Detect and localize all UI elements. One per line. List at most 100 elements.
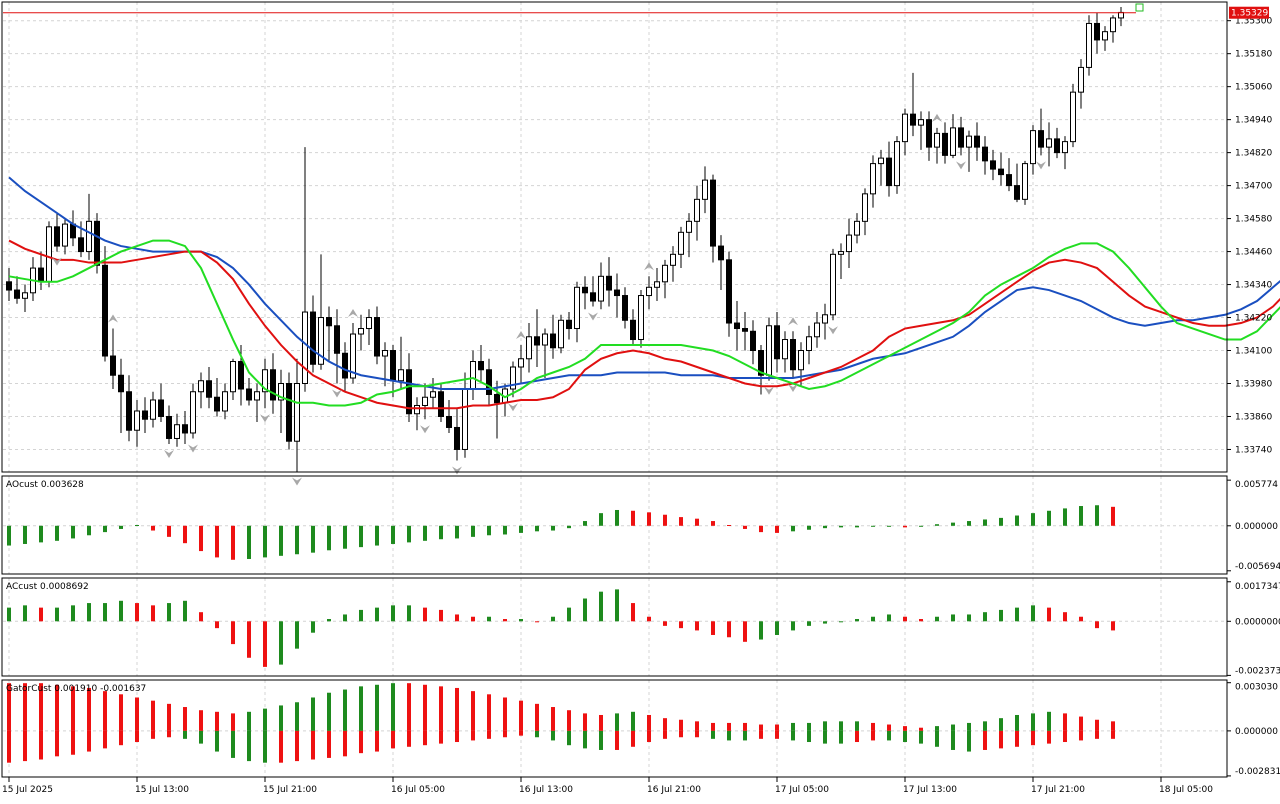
gator-upper-bar [839, 721, 843, 731]
candle-body [126, 391, 132, 431]
candle-body [710, 179, 716, 247]
candle-body [886, 157, 892, 187]
histogram-bar [551, 525, 555, 531]
gator-upper-bar [455, 687, 459, 731]
histogram-bar [951, 522, 955, 526]
candle-body [542, 333, 548, 346]
candle-body [374, 317, 380, 357]
histogram-bar [535, 525, 539, 532]
last-bar-marker [1135, 3, 1144, 12]
gator-upper-bar [391, 683, 395, 731]
gator-upper-bar [167, 703, 171, 731]
candle-body [254, 391, 260, 401]
gator-lower-bar [983, 730, 987, 750]
candle-body [630, 319, 636, 341]
fractal-down-marker [956, 161, 966, 170]
gator-upper-bar [599, 714, 603, 731]
histogram-bar [711, 621, 715, 635]
candle-body [14, 289, 20, 299]
histogram-bar [487, 525, 491, 536]
candle-body [6, 281, 12, 291]
fractal-up-marker [348, 309, 358, 318]
candle-body [766, 325, 772, 376]
gator-upper-bar [775, 724, 779, 731]
gator-upper-bar [695, 721, 699, 731]
candle-body [726, 259, 732, 324]
candle-body [1014, 185, 1020, 200]
histogram-bar [727, 621, 731, 638]
histogram-bar [839, 525, 843, 528]
histogram-bar [1111, 506, 1115, 526]
gator-lower-bar [487, 730, 491, 739]
ac-pane[interactable] [7, 589, 1115, 667]
candle-body [262, 369, 268, 393]
histogram-bar [295, 525, 299, 555]
candle-body [806, 336, 812, 352]
histogram-bar [87, 603, 91, 622]
gator-pane[interactable] [7, 683, 1115, 763]
candle-body [422, 396, 428, 406]
gator-lower-bar [807, 730, 811, 743]
histogram-bar [279, 621, 283, 665]
gator-upper-bar [135, 697, 139, 731]
indicator-tick-label: 0.0000000 [1235, 617, 1280, 627]
histogram-bar [599, 513, 603, 526]
gator-lower-bar [39, 730, 43, 760]
candle-body [1046, 138, 1052, 148]
histogram-bar [663, 514, 667, 526]
gator-upper-bar [935, 726, 939, 731]
x-tick-label: 17 Jul 13:00 [903, 785, 957, 795]
ao-pane[interactable] [7, 505, 1115, 560]
candle-body [1070, 91, 1076, 143]
histogram-bar [871, 616, 875, 622]
histogram-bar [359, 525, 363, 548]
histogram-bar [647, 616, 651, 622]
indicator-tick-label: 0.005774 [1235, 480, 1278, 490]
gator-upper-bar [663, 718, 667, 731]
gator-upper-bar [791, 722, 795, 731]
candle-body [790, 339, 796, 371]
histogram-bar [407, 525, 411, 543]
candle-body [1094, 22, 1100, 41]
gator-upper-bar [247, 711, 251, 731]
histogram-bar [407, 605, 411, 622]
histogram-bar [327, 619, 331, 622]
histogram-bar [919, 619, 923, 622]
gator-lower-bar [551, 730, 555, 741]
ma-slow-line [8, 176, 1280, 390]
gator-lower-bar [183, 730, 187, 739]
candle-body [982, 146, 988, 162]
gator-lower-bar [295, 730, 299, 762]
gator-lower-bar [343, 730, 347, 757]
gator-lower-bar [631, 730, 635, 747]
candle-body [86, 220, 92, 253]
histogram-bar [567, 525, 571, 529]
gator-upper-bar [311, 697, 315, 731]
pane-frames [1, 1, 1228, 778]
gator-lower-bar [887, 730, 891, 741]
candle-body [446, 415, 452, 428]
gator-upper-bar [1079, 716, 1083, 731]
fractal-down-marker [332, 389, 342, 398]
candle-body [646, 286, 652, 297]
candle-body [358, 328, 364, 335]
candle-body [606, 275, 612, 291]
histogram-bar [471, 616, 475, 622]
indicator-tick-label: -0.005694 [1235, 562, 1280, 572]
gator-lower-bar [967, 730, 971, 752]
histogram-bar [87, 525, 91, 536]
ac-pane-frame [1, 577, 1228, 677]
gator-lower-bar [503, 730, 507, 738]
fractal-down-marker [828, 326, 838, 335]
price-tick-label: 1.34100 [1235, 347, 1272, 357]
indicator-tick-label: 0.0017347 [1235, 582, 1280, 592]
candle-body [494, 393, 500, 404]
candle-body [1054, 138, 1060, 154]
histogram-bar [311, 621, 315, 633]
candle-body [798, 350, 804, 371]
price-pane[interactable] [3, 3, 1280, 486]
histogram-bar [503, 619, 507, 622]
candle-body [742, 328, 748, 332]
